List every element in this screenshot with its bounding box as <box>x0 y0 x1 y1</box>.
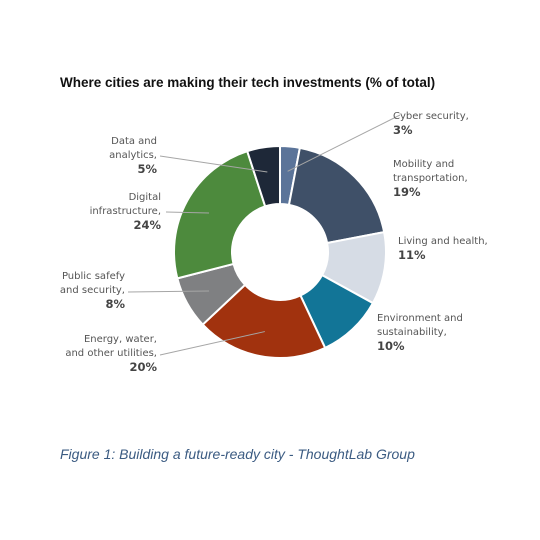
data-label-digital-infrastructure: Digital infrastructure, 24% <box>90 192 162 232</box>
leader-line-energy-water-and-other-utilities <box>159 331 265 356</box>
data-label-living-and-health: Living and health, 11% <box>398 236 488 262</box>
data-label-data-and-analytics: Data and analytics, 5% <box>109 136 157 176</box>
leader-line-digital-infrastructure <box>165 211 210 214</box>
leader-line-public-safefy-and-security <box>127 290 210 293</box>
leader-line-cyber-security <box>287 114 401 172</box>
slice-digital-infrastructure <box>173 149 267 280</box>
data-label-environment-and-sustainability: Environment and sustainability, 10% <box>377 313 463 353</box>
leader-line-data-and-analytics <box>159 155 268 173</box>
chart-title: Where cities are making their tech inves… <box>60 75 436 90</box>
slice-mobility-and-transportation <box>287 146 386 245</box>
data-label-public-safefy-and-security: Public safefy and security, 8% <box>60 271 126 311</box>
slice-energy-water-and-other-utilities <box>201 283 327 359</box>
figure-caption: Figure 1: Building a future-ready city -… <box>60 446 415 462</box>
data-label-energy-water-and-other-utilities: Energy, water, and other utilities, 20% <box>65 334 157 374</box>
slice-data-and-analytics <box>245 144 281 208</box>
data-label-cyber-security: Cyber security, 3% <box>393 111 469 137</box>
data-label-mobility-and-transportation: Mobility and transportation, 19% <box>393 159 468 199</box>
